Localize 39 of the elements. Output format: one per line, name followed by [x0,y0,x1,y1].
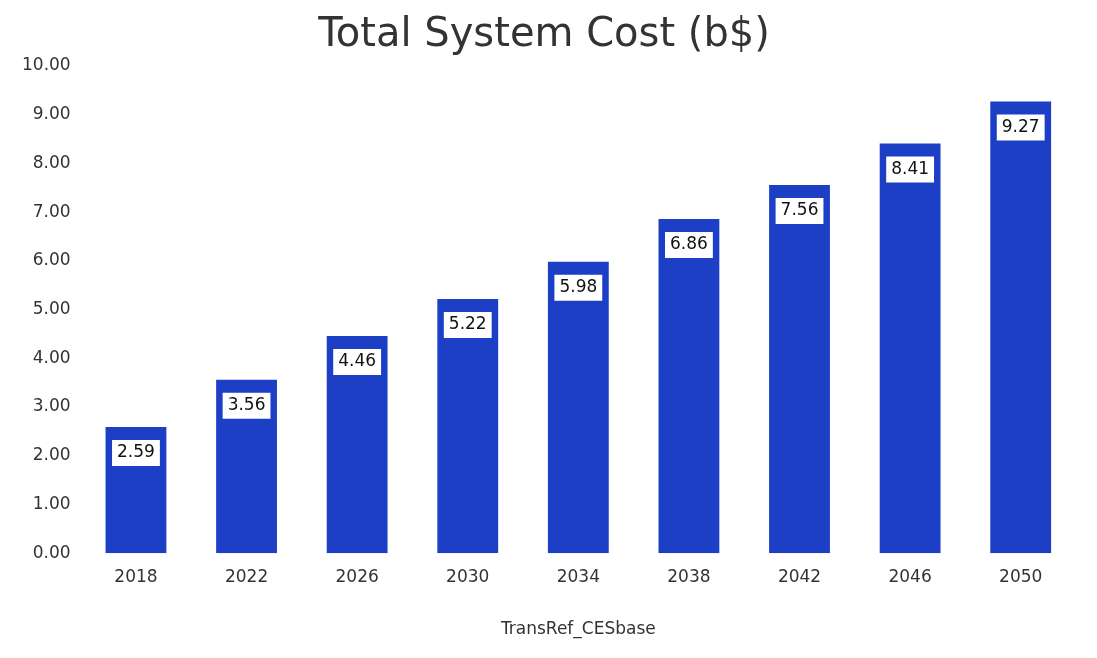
data-label: 2.59 [117,441,155,462]
chart-title: Total System Cost (b$) [317,9,770,56]
x-tick-label: 2050 [999,565,1043,586]
bar [990,101,1052,554]
x-tick-label: 2018 [114,565,158,586]
y-tick-label: 9.00 [32,103,71,124]
data-label: 6.86 [670,233,708,254]
x-axis-title: TransRef_CESbase [499,618,656,640]
x-tick-label: 2038 [667,565,711,586]
y-tick-label: 1.00 [32,492,71,513]
y-tick-label: 2.00 [32,444,71,465]
x-tick-label: 2042 [777,565,822,586]
bar [216,379,277,554]
data-label: 3.56 [227,394,266,415]
y-tick-label: 7.00 [32,200,71,221]
bar [547,261,609,554]
y-tick-label: 6.00 [32,249,71,270]
y-tick-label: 8.00 [32,151,71,172]
data-label: 7.56 [780,199,819,220]
bar [879,143,941,554]
x-tick-label: 2026 [335,565,379,586]
y-tick-label: 0.00 [32,541,71,562]
data-label: 8.41 [891,157,930,178]
x-tick-label: 2030 [446,565,490,586]
bar [769,184,830,554]
y-tick-label: 3.00 [32,395,71,416]
x-tick-label: 2034 [556,565,600,586]
y-tick-label: 10.00 [22,54,71,75]
data-label: 9.27 [1001,115,1040,136]
data-label: 5.98 [559,276,598,297]
y-tick-label: 5.00 [32,298,71,319]
bar [658,218,720,554]
x-tick-label: 2022 [224,565,269,586]
bar [437,298,499,554]
data-label: 4.46 [338,350,377,371]
x-tick-label: 2046 [888,565,932,586]
y-tick-label: 4.00 [32,346,71,367]
bar [326,335,388,554]
data-label: 5.22 [448,313,487,334]
